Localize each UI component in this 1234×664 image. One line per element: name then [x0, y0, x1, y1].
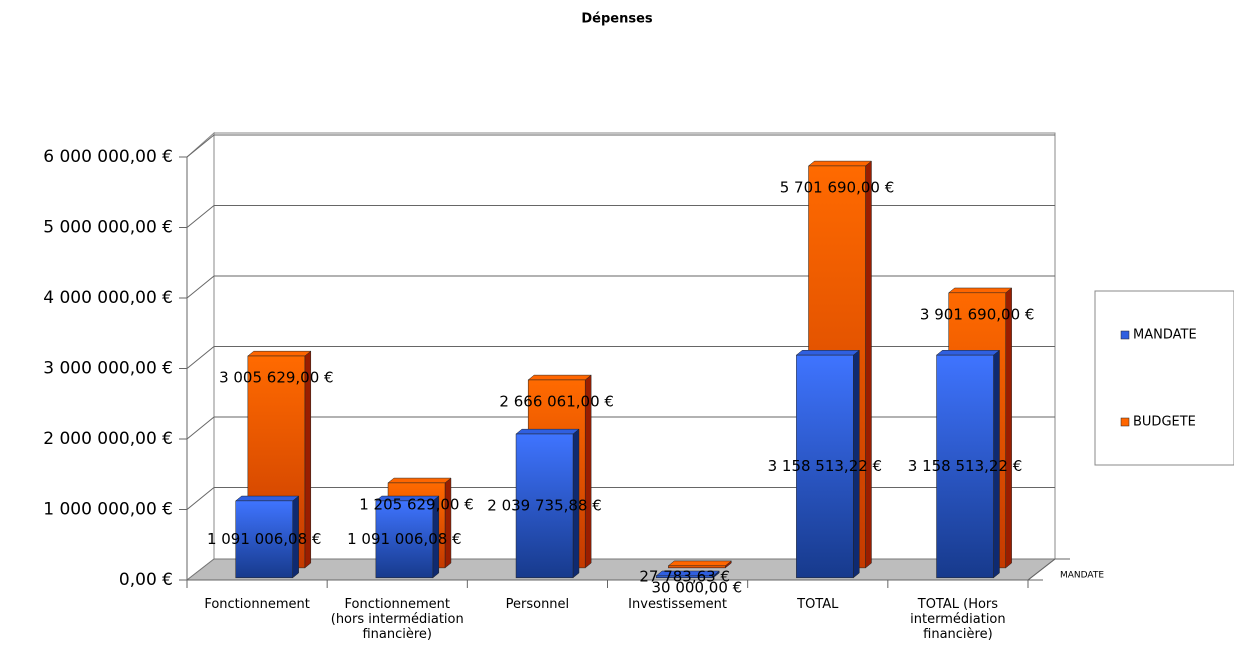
grid-line: [186, 416, 215, 440]
bar-side: [865, 160, 872, 569]
y-tick-label: 3 000 000,00 €: [43, 359, 173, 379]
bar-top: [935, 350, 1001, 356]
x-tick-label: Fonctionnement: [204, 597, 310, 612]
value-label: 1 091 006,08 €: [347, 530, 462, 548]
grid-line: [186, 205, 215, 228]
legend-label: BUDGETE: [1133, 415, 1196, 430]
bar: [655, 575, 714, 579]
side-wall: [186, 131, 215, 582]
y-tick-label: 4 000 000,00 €: [43, 288, 173, 308]
bar: [235, 500, 293, 579]
bar-side: [1005, 287, 1012, 569]
depth-axis: [1027, 558, 1056, 581]
grid-line: [186, 134, 215, 158]
y-tick-label: 6 000 000,00 €: [43, 147, 173, 167]
bar-top: [947, 287, 1013, 294]
bar: [515, 433, 574, 579]
x-tick-label: TOTAL: [797, 597, 839, 612]
bar: [375, 500, 434, 579]
x-tick-label: TOTAL (Hors intermédiation financière): [910, 597, 1006, 642]
value-label: 3 901 690,00 €: [920, 305, 1035, 323]
chart-title: Dépenses: [581, 12, 653, 27]
x-tick-label: Personnel: [505, 597, 570, 612]
value-label: 27 783,63 €: [639, 567, 730, 585]
value-label: 30 000,00 €: [652, 578, 743, 596]
floor: [185, 558, 1057, 581]
bar: [936, 354, 994, 579]
grid-line: [186, 275, 215, 299]
legend-swatch: [1120, 417, 1130, 427]
value-label: 1 091 006,08 €: [207, 530, 322, 548]
bar-top: [387, 477, 452, 484]
value-label: 2 666 061,00 €: [499, 392, 614, 410]
y-tick-label: 5 000 000,00 €: [43, 218, 173, 238]
bar-top: [527, 374, 592, 381]
x-tick-label: Investissement: [628, 597, 727, 612]
bar-top: [667, 560, 732, 567]
y-tick-label: 1 000 000,00 €: [43, 500, 173, 520]
bar: [796, 354, 854, 579]
value-label: 3 158 513,22 €: [908, 457, 1023, 475]
bar-side: [444, 477, 452, 569]
value-label: 5 701 690,00 €: [780, 178, 895, 196]
grid-line: [186, 346, 215, 369]
legend: [1094, 290, 1234, 466]
bar-top: [795, 350, 861, 356]
value-label: 2 039 735,88 €: [487, 496, 602, 514]
legend-swatch: [1120, 330, 1130, 340]
grid-line: [186, 487, 215, 510]
value-label: 3 005 629,00 €: [219, 369, 334, 387]
bar-top: [234, 495, 300, 502]
y-tick-label: 2 000 000,00 €: [43, 429, 173, 449]
bar-top: [807, 160, 873, 167]
y-tick-label: 0,00 €: [119, 570, 173, 590]
legend-label: MANDATE: [1133, 328, 1197, 343]
depth-axis-label: MANDATE: [1060, 571, 1104, 581]
bar-top: [247, 350, 312, 357]
value-label: 1 205 629,00 €: [359, 495, 474, 513]
bar: [668, 565, 726, 569]
value-label: 3 158 513,22 €: [768, 457, 883, 475]
bar-top: [515, 428, 580, 435]
x-tick-label: Fonctionnement (hors intermédiation fina…: [330, 597, 464, 642]
